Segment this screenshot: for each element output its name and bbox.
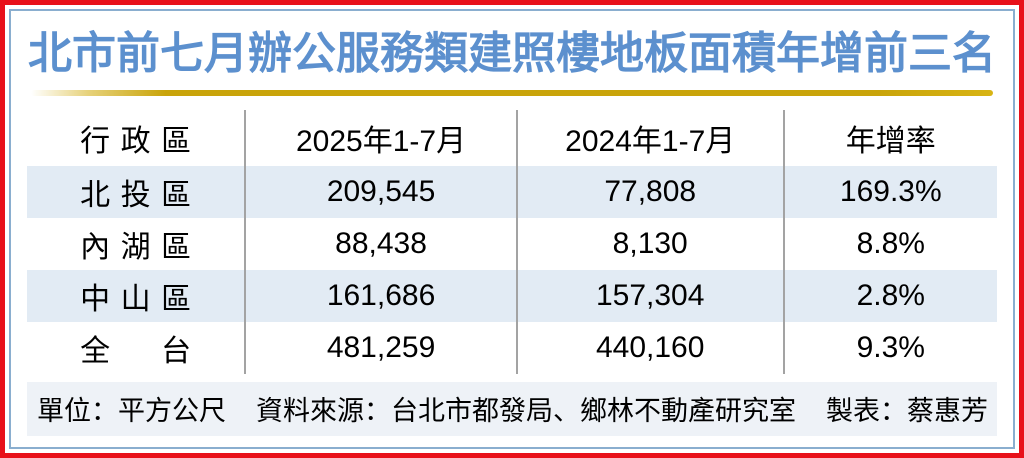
source-label: 資料來源：台北市都發局、鄉林不動產研究室 <box>256 396 796 427</box>
value-2024-cell: 77,808 <box>515 166 784 219</box>
yoy-cell: 8.8% <box>782 218 997 271</box>
district-cell: 北投區 <box>80 179 202 213</box>
table-row-neihu: 內湖區 88,438 8,130 8.8% <box>27 218 997 271</box>
column-header-2024: 2024年1-7月 <box>515 110 784 167</box>
district-cell: 全 台 <box>80 335 202 369</box>
table-row-taiwan-total: 全 台 481,259 440,160 9.3% <box>27 322 997 375</box>
column-header-2025: 2025年1-7月 <box>244 110 517 167</box>
district-cell: 中山區 <box>80 283 202 317</box>
yoy-cell: 169.3% <box>782 166 997 219</box>
value-2025-cell: 209,545 <box>244 166 517 219</box>
credit-label: 製表：蔡惠芳 <box>826 396 988 427</box>
column-header-yoy: 年增率 <box>782 110 997 167</box>
table-row-beitou: 北投區 209,545 77,808 169.3% <box>27 166 997 219</box>
footer-note: 單位：平方公尺 資料來源：台北市都發局、鄉林不動產研究室 製表：蔡惠芳 <box>27 382 997 437</box>
infographic-title: 北市前七月辦公服務類建照樓地板面積年增前三名 <box>28 29 996 78</box>
infographic-panel: 北市前七月辦公服務類建照樓地板面積年增前三名 行政區 2025年1-7月 202… <box>9 9 1015 449</box>
column-header-district: 行政區 <box>80 125 202 159</box>
value-2025-cell: 88,438 <box>244 218 517 271</box>
value-2024-cell: 440,160 <box>515 322 784 375</box>
title-underline-decoration <box>31 90 993 97</box>
data-table: 行政區 2025年1-7月 2024年1-7月 年增率 北投區 209,545 … <box>27 110 997 375</box>
value-2024-cell: 157,304 <box>515 270 784 323</box>
unit-label: 單位：平方公尺 <box>37 396 226 427</box>
value-2024-cell: 8,130 <box>515 218 784 271</box>
value-2025-cell: 161,686 <box>244 270 517 323</box>
district-cell: 內湖區 <box>80 231 202 265</box>
table-header-row: 行政區 2025年1-7月 2024年1-7月 年增率 <box>27 110 997 167</box>
value-2025-cell: 481,259 <box>244 322 517 375</box>
yoy-cell: 9.3% <box>782 322 997 375</box>
table-row-zhongshan: 中山區 161,686 157,304 2.8% <box>27 270 997 323</box>
yoy-cell: 2.8% <box>782 270 997 323</box>
